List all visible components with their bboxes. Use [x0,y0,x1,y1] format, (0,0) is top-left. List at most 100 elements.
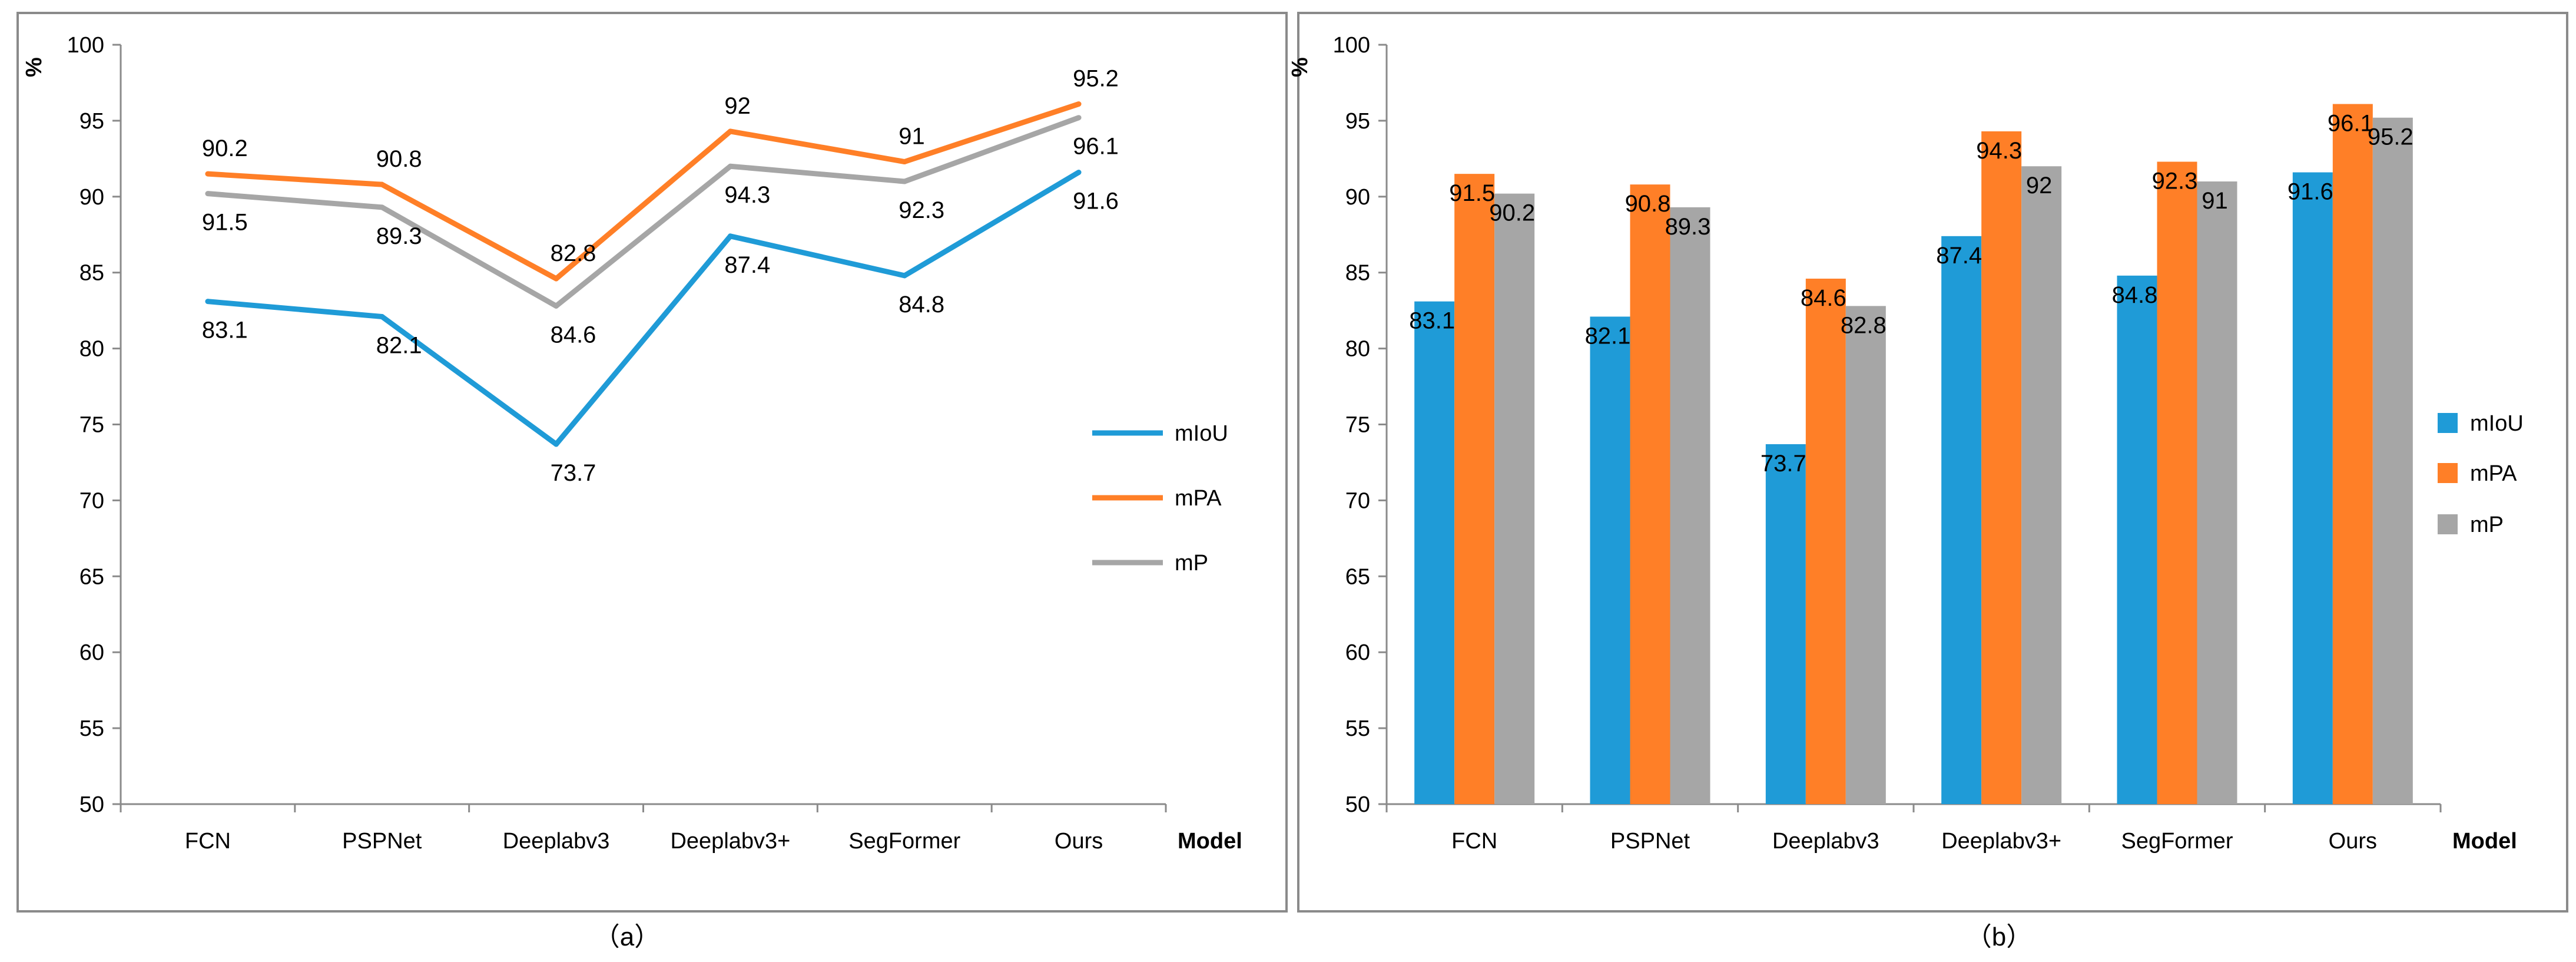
data-label-miou: 73.7 [551,460,596,486]
bar-chart-panel-b: 50 55 60 65 70 75 80 85 90 95 100 FCN PSPNet Deeplabv… [1288,33,2524,854]
bar-miou [1941,236,1982,804]
x-tick-label: Ours [2329,829,2377,854]
bar-label-miou: 83.1 [1409,308,1455,334]
x-axis-title: Model [2452,829,2517,854]
bar-label-miou: 87.4 [1936,243,1982,269]
data-label-mpa: 91 [899,124,925,150]
y-tick-label: 50 [1345,792,1370,817]
data-point-mpa [901,159,907,165]
y-tick-label: 100 [67,33,104,58]
x-tick-label: Deeplabv3 [1772,829,1879,854]
x-tick-label: SegFormer [848,829,960,854]
y-tick-label: 85 [79,261,104,286]
y-tick-label: 60 [1345,640,1370,665]
y-tick-label: 85 [1345,261,1370,286]
y-tick-label: 70 [1345,488,1370,513]
x-axis-title: Model [1178,829,1242,854]
bar-label-mp: 89.3 [1665,214,1711,240]
legend-swatch-miou [2438,413,2458,433]
bar-label-mpa: 91.5 [1449,180,1495,206]
bar-label-miou: 84.8 [2112,282,2158,308]
panel-a-frame [16,12,1288,913]
legend-label-miou: mIoU [2470,411,2524,436]
x-tick-label: FCN [1451,829,1497,854]
bar-label-mp: 91 [2202,188,2228,214]
legend-label-mpa: mPA [1175,486,1222,511]
bar-mp [2197,181,2237,804]
line-chart-panel-a: 50 55 60 65 70 75 80 85 90 95 100 FCN PSPNet Deeplabv… [22,33,1242,854]
legend-swatch-mpa [2438,463,2458,483]
x-tick-label: PSPNet [342,829,422,854]
data-point-mp [727,163,733,169]
data-point-mpa [553,276,559,282]
y-tick-label: 80 [79,337,104,362]
data-label-mp: 91.5 [202,210,248,236]
data-label-miou: 91.6 [1073,189,1119,214]
bar-mpa [1454,174,1495,804]
legend-swatch-mp [2438,514,2458,534]
data-label-miou: 87.4 [724,252,770,278]
y-tick-label: 95 [1345,109,1370,134]
bar-label-mp: 92 [2026,173,2053,199]
data-label-mp: 94.3 [724,182,770,208]
data-label-mpa: 90.2 [202,135,248,161]
x-tick-label: Deeplabv3+ [1941,829,2061,854]
legend-label-mp: mP [2470,513,2504,537]
bar-mp [1670,207,1710,804]
y-tick-label: 75 [79,413,104,438]
data-point-mp [553,303,559,309]
bar-label-mp: 95.2 [2368,124,2413,150]
data-point-miou [901,273,907,279]
data-point-mp [1076,115,1082,121]
data-point-mpa [727,128,733,134]
legend-label-mpa: mPA [2470,461,2517,486]
data-point-mp [379,204,385,210]
data-label-mpa: 82.8 [551,240,596,266]
bar-label-mpa: 90.8 [1625,191,1671,217]
bar-miou [1765,444,1806,804]
data-point-miou [727,233,733,239]
x-tick-label: Deeplabv3 [503,829,610,854]
bar-mp [2021,166,2062,804]
y-tick-label: 55 [79,716,104,741]
data-point-miou [205,299,211,305]
bar-label-mpa: 94.3 [1976,138,2022,164]
x-tick-label: PSPNet [1610,829,1690,854]
bar-mpa [2332,104,2373,805]
bar-mp [1494,193,1535,804]
bar-miou [2117,275,2157,805]
data-point-mpa [205,171,211,177]
caption-a: （a） [594,923,660,951]
bar-mp [2372,117,2413,804]
y-tick-label: 80 [1345,337,1370,362]
bar-label-miou: 82.1 [1585,323,1631,349]
series-line-mp [207,115,1080,309]
data-point-mp [205,191,211,197]
y-tick-label: 95 [79,109,104,134]
data-label-mpa: 92 [724,93,751,119]
caption-b: （b） [1966,923,2032,951]
y-tick-label: 50 [79,792,104,817]
x-tick-label: FCN [185,829,231,854]
bar-label-miou: 91.6 [2287,179,2333,205]
data-point-miou [553,441,559,447]
x-tick-label: Ours [1055,829,1103,854]
bar-label-mp: 82.8 [1841,312,1887,338]
data-label-mp: 84.6 [551,322,596,348]
bar-mpa [1630,184,1670,804]
y-tick-label: 65 [1345,564,1370,589]
y-tick-label: 55 [1345,716,1370,741]
data-point-mpa [379,181,385,187]
series-line-mpa [207,101,1080,282]
y-tick-label: 70 [79,488,104,513]
data-point-mp [901,178,907,184]
bar-miou [2292,172,2333,804]
bar-miou [1414,301,1455,804]
data-point-mpa [1076,101,1082,107]
x-tick-label: Deeplabv3+ [670,829,790,854]
y-axis-title: % [22,57,47,77]
bar-label-mpa: 92.3 [2152,168,2198,194]
series-line-miou [207,170,1080,447]
data-label-miou: 83.1 [202,318,248,343]
data-label-mpa: 95.2 [1073,66,1119,92]
